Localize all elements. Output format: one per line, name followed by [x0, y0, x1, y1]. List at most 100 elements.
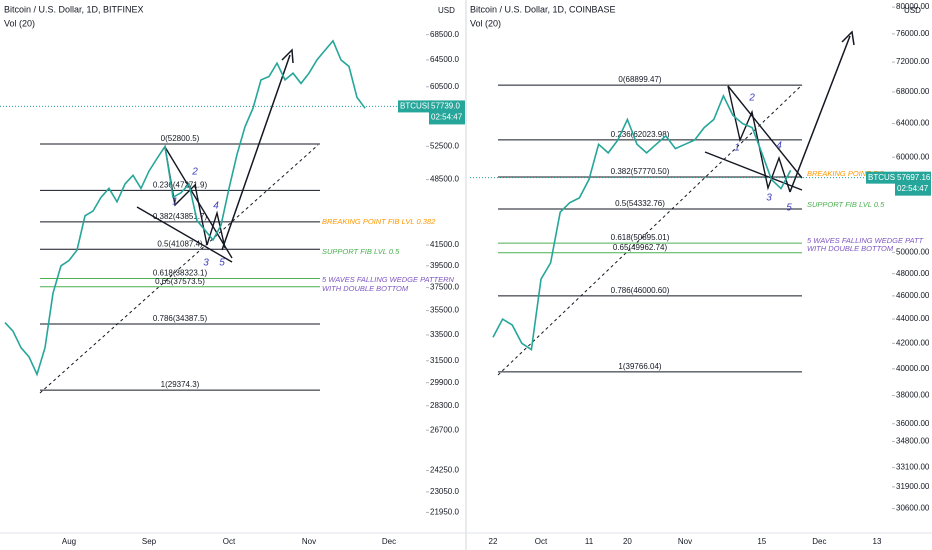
fib-label: 0.786(34387.5)	[153, 314, 208, 323]
symbol-tag	[398, 100, 432, 113]
x-tick-label: Dec	[382, 537, 396, 546]
y-tick-label: 42000.00	[896, 338, 930, 347]
annotation: SUPPORT FIB LVL 0.5	[322, 247, 400, 256]
axis-unit: USD	[438, 6, 455, 15]
x-tick-label: Nov	[302, 537, 316, 546]
price-tag-label: 57697.16	[897, 173, 931, 182]
y-tick-label: 33100.00	[896, 463, 930, 472]
y-tick-label: 36000.00	[896, 419, 930, 428]
y-tick-label: 31900.00	[896, 482, 930, 491]
y-tick-label: 50000.00	[896, 247, 930, 256]
y-tick-label: 30600.00	[896, 504, 930, 513]
indicator-label: Vol (20)	[4, 18, 35, 28]
annotation: 5 WAVES FALLING WEDGE PATTERN	[322, 275, 455, 284]
annotation: WITH DOUBLE BOTTOM	[807, 244, 894, 253]
y-tick-label: 39500.0	[430, 261, 459, 270]
y-tick-label: 72000.00	[896, 57, 930, 66]
x-tick-label: 11	[585, 537, 594, 546]
y-tick-label: 23050.0	[430, 487, 459, 496]
fib-label: 0.618(50895.01)	[611, 233, 670, 242]
y-tick-label: 48000.00	[896, 269, 930, 278]
axis-unit: USD	[904, 6, 921, 15]
x-tick-label: Aug	[62, 537, 76, 546]
y-tick-label: 21950.0	[430, 508, 459, 517]
trend-line	[497, 84, 803, 376]
x-tick-label: 15	[757, 537, 766, 546]
x-tick-label: Oct	[535, 537, 548, 546]
wave-label: 5	[786, 203, 792, 214]
y-tick-label: 60000.00	[896, 152, 930, 161]
fib-label: 0(68899.47)	[618, 75, 661, 84]
annotation: WITH DOUBLE BOTTOM	[322, 284, 409, 293]
y-tick-label: 34800.00	[896, 437, 930, 446]
annotation: 5 WAVES FALLING WEDGE PATT	[807, 236, 925, 245]
y-tick-label: 60500.0	[430, 82, 459, 91]
fib-label: 0.786(46000.60)	[611, 286, 670, 295]
price-tag-label: 57739.0	[431, 102, 460, 111]
countdown-label: 02:54:47	[431, 113, 463, 122]
y-tick-label: 37500.0	[430, 283, 459, 292]
y-tick-label: 68000.00	[896, 87, 930, 96]
trend-line	[39, 144, 319, 394]
wave-label: 1	[734, 143, 740, 154]
fib-label: 0.382(43851.7)	[153, 212, 208, 221]
x-tick-label: Oct	[223, 537, 236, 546]
y-tick-label: 28300.0	[430, 401, 459, 410]
annotation: SUPPORT FIB LVL 0.5	[807, 200, 885, 209]
symbol-tag-label: BTCUSD	[400, 102, 433, 111]
projection-arrow	[789, 35, 851, 193]
fib-label: 1(29374.3)	[161, 380, 200, 389]
price-tag	[429, 100, 465, 125]
symbol-tag	[866, 171, 897, 184]
x-tick-label: Sep	[142, 537, 157, 546]
y-tick-label: 68500.0	[430, 30, 459, 39]
fib-label: 0(52800.5)	[161, 134, 200, 143]
y-tick-label: 46000.00	[896, 291, 930, 300]
y-tick-label: 80000.00	[896, 2, 930, 11]
price-line	[492, 93, 792, 351]
y-tick-label: 41500.0	[430, 240, 459, 249]
annotation: BREAKING POINT FIB	[807, 169, 885, 178]
arrow-head	[841, 30, 855, 46]
y-tick-label: 76000.00	[896, 29, 930, 38]
y-tick-label: 33500.0	[430, 330, 459, 339]
y-tick-label: 48500.0	[430, 175, 459, 184]
fib-label: 0.65(49962.74)	[613, 243, 668, 252]
x-tick-label: Dec	[812, 537, 826, 546]
y-tick-label: 35500.0	[430, 306, 459, 315]
fib-label: 0.382(57770.50)	[611, 167, 670, 176]
wave-label: 3	[203, 258, 209, 269]
fib-label: 0.65(37573.5)	[155, 277, 205, 286]
wedge-line	[136, 206, 233, 263]
chart-title: Bitcoin / U.S. Dollar, 1D, COINBASE	[470, 4, 616, 14]
wedge-line	[727, 85, 803, 179]
x-tick-label: Nov	[678, 537, 692, 546]
price-tag	[895, 171, 931, 196]
y-tick-label: 26700.0	[430, 425, 459, 434]
wave-label: 2	[191, 167, 198, 178]
wave-label: 5	[219, 258, 225, 269]
wave-label: 4	[776, 141, 782, 152]
y-tick-label: 38000.00	[896, 391, 930, 400]
y-tick-label: 64000.00	[896, 119, 930, 128]
x-tick-label: 22	[489, 537, 498, 546]
y-tick-label: 40000.00	[896, 364, 930, 373]
y-tick-label: 31500.0	[430, 356, 459, 365]
indicator-label: Vol (20)	[470, 18, 501, 28]
price-line	[4, 39, 366, 377]
chart-title: Bitcoin / U.S. Dollar, 1D, BITFINEX	[4, 4, 144, 14]
arrow-head	[281, 48, 294, 64]
countdown-label: 02:54:47	[897, 184, 929, 193]
y-tick-label: 24250.0	[430, 466, 459, 475]
annotation: BREAKING POINT FIB LVL 0.382	[322, 217, 436, 226]
x-tick-label: 20	[623, 537, 632, 546]
y-tick-label: 52500.0	[430, 141, 459, 150]
x-tick-label: 13	[873, 537, 882, 546]
fib-label: 0.5(54332.76)	[615, 199, 665, 208]
fib-label: 0.236(62023.98)	[611, 130, 670, 139]
wave-label: 2	[748, 93, 755, 104]
y-tick-label: 64500.0	[430, 55, 459, 64]
y-tick-label: 44000.00	[896, 314, 930, 323]
wave-label: 1	[172, 197, 178, 208]
